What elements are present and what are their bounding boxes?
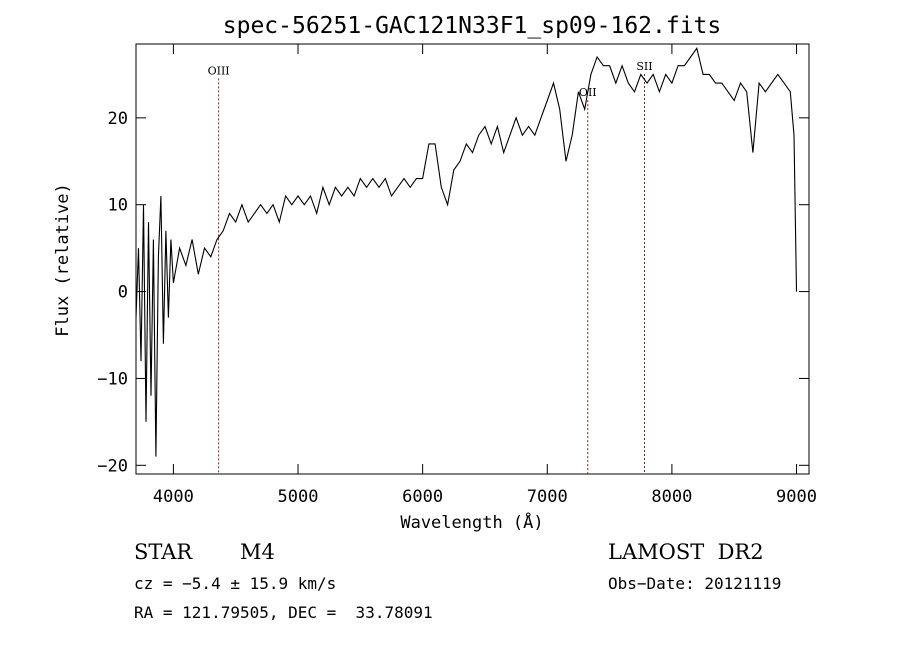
y-tick-label: −20 (97, 456, 128, 476)
redshift-velocity: cz = −5.4 ± 15.9 km/s (134, 574, 337, 593)
x-axis: 4000 5000 6000 7000 8000 9000 (153, 44, 817, 507)
x-tick-label: 5000 (278, 487, 319, 507)
y-axis-label: Flux (relative) (53, 183, 73, 337)
chart-title: spec-56251-GAC121N33F1_sp09-162.fits (223, 13, 722, 39)
spectrum-line (135, 46, 798, 457)
plot-frame (135, 43, 810, 475)
object-subclass: M4 (240, 540, 275, 564)
marker-label: OIII (208, 64, 230, 77)
x-tick-label: 6000 (402, 487, 443, 507)
y-axis: −20 −10 0 10 20 (97, 109, 809, 476)
marker-label: SII (636, 60, 652, 73)
observation-date: Obs−Date: 20121119 (608, 574, 782, 593)
x-axis-label: Wavelength (Å) (400, 511, 543, 533)
object-class: STAR (134, 540, 193, 564)
y-tick-label: −10 (97, 369, 128, 389)
x-tick-label: 4000 (153, 487, 194, 507)
y-tick-label: 20 (108, 109, 128, 129)
x-tick-label: 8000 (651, 487, 692, 507)
survey-release: LAMOST DR2 (608, 540, 764, 564)
y-tick-label: 10 (108, 196, 128, 216)
sky-coordinates: RA = 121.79505, DEC = 33.78091 (134, 603, 433, 622)
y-tick-label: 0 (118, 283, 128, 303)
x-tick-label: 7000 (527, 487, 568, 507)
x-tick-label: 9000 (776, 487, 817, 507)
